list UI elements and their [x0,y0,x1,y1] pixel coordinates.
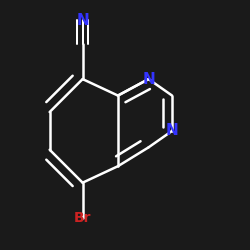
Text: N: N [166,124,178,138]
Text: Br: Br [74,211,91,225]
Text: N: N [76,13,89,28]
Text: N: N [142,72,155,86]
